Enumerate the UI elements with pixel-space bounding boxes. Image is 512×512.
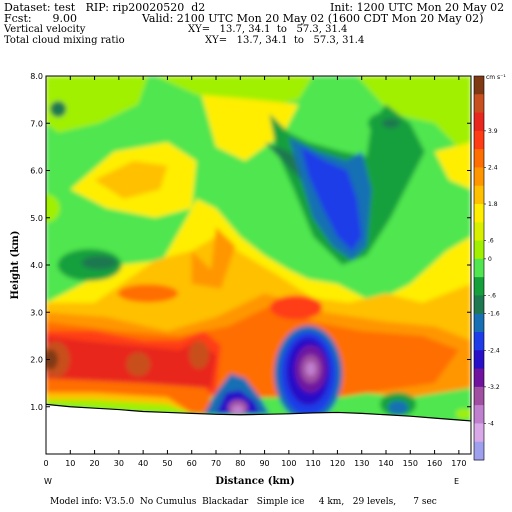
x-tick-label: 0 bbox=[43, 459, 48, 468]
field-cell bbox=[305, 361, 316, 376]
colorbar: 3.9 2.4 1.8 .6 0 -.6 -1.6 -2.4 -3.2 -4 bbox=[473, 75, 500, 461]
y-tick-label: 3.0 bbox=[30, 308, 43, 317]
y-tick-label: 6.0 bbox=[30, 167, 43, 176]
x-tick-label: 120 bbox=[330, 459, 345, 468]
x-tick-label: 110 bbox=[306, 459, 321, 468]
field-band bbox=[155, 76, 314, 110]
x-axis-title: Distance (km) bbox=[215, 476, 294, 487]
field-cell bbox=[50, 101, 67, 118]
field-cell bbox=[81, 255, 118, 270]
colorbar-swatch bbox=[474, 332, 484, 351]
colorbar-swatch bbox=[474, 240, 484, 260]
x-tick-label: 90 bbox=[259, 459, 269, 468]
x-tick-label: 160 bbox=[427, 459, 442, 468]
colorbar-label: -3.2 bbox=[488, 384, 500, 391]
colorbar-swatch bbox=[474, 368, 484, 388]
colorbar-swatch bbox=[474, 204, 484, 223]
colorbar-label: 0 bbox=[488, 256, 492, 263]
colorbar-swatch bbox=[474, 149, 484, 168]
field-band bbox=[434, 142, 471, 190]
y-tick-label: 2.0 bbox=[30, 356, 43, 365]
colorbar-frame bbox=[473, 75, 485, 461]
colorbar-label: 2.4 bbox=[488, 164, 498, 171]
colorbar-swatch bbox=[474, 167, 484, 187]
field-band bbox=[191, 227, 236, 289]
y-tick-label: 5.0 bbox=[30, 214, 43, 223]
terrain-mask bbox=[46, 404, 471, 454]
field-band bbox=[46, 76, 148, 133]
y-tick-label: 4.0 bbox=[30, 261, 43, 270]
y-tick-label: 1.0 bbox=[30, 403, 43, 412]
x-tick-label: 40 bbox=[138, 459, 148, 468]
colorbar-swatch bbox=[474, 441, 484, 461]
field-cell bbox=[46, 349, 58, 370]
valid-time-label: Valid: 2100 UTC Mon 20 May 02 (1600 CDT … bbox=[142, 12, 484, 25]
colorbar-swatch bbox=[474, 295, 484, 315]
x-tick-label: 10 bbox=[65, 459, 75, 468]
colorbar-swatch bbox=[474, 112, 484, 132]
colorbar-swatch bbox=[474, 405, 484, 424]
colorbar-label: -4 bbox=[488, 420, 494, 427]
colorbar-swatch bbox=[474, 222, 484, 242]
model-info: Model info: V3.5.0 No Cumulus Blackadar … bbox=[50, 497, 437, 507]
velocity-field bbox=[46, 76, 471, 454]
variable-2-name: Total cloud mixing ratio bbox=[4, 35, 125, 46]
y-axis-title: Height (km) bbox=[10, 231, 21, 300]
x-tick-label: 80 bbox=[235, 459, 245, 468]
variable-1-name: Vertical velocity bbox=[4, 24, 86, 35]
y-tick-label: 8.0 bbox=[30, 72, 43, 81]
field-band bbox=[301, 146, 362, 251]
field-cell bbox=[126, 352, 151, 377]
x-tick-label: 130 bbox=[354, 459, 369, 468]
x-tick-label: 100 bbox=[281, 459, 296, 468]
x-tick-label: 20 bbox=[89, 459, 99, 468]
x-end-label-right: E bbox=[454, 477, 459, 486]
colorbar-swatch bbox=[474, 313, 484, 333]
colorbar-label: -2.4 bbox=[488, 347, 500, 354]
x-tick-label: 170 bbox=[451, 459, 466, 468]
field-cell bbox=[455, 408, 471, 419]
variable-1-cross-section: XY= 13.7, 34.1 to 57.3, 31.4 bbox=[188, 24, 348, 35]
x-end-label-left: W bbox=[44, 477, 52, 486]
colorbar-label: .6 bbox=[488, 238, 494, 245]
field-cell bbox=[231, 405, 244, 416]
terrain-line bbox=[46, 403, 471, 422]
field-band bbox=[46, 399, 192, 414]
field-cell bbox=[381, 118, 400, 129]
colorbar-swatch bbox=[474, 423, 484, 443]
x-tick-label: 150 bbox=[403, 459, 418, 468]
colorbar-swatch bbox=[474, 185, 484, 205]
colorbar-swatch bbox=[474, 350, 484, 370]
colorbar-label: -1.6 bbox=[488, 311, 500, 318]
colorbar-label: 1.8 bbox=[488, 201, 498, 208]
field-cell bbox=[388, 400, 409, 415]
dataset-label: Dataset: test RIP: rip20020520 d2 bbox=[4, 1, 206, 14]
x-tick-label: 30 bbox=[114, 459, 124, 468]
field-cell bbox=[118, 284, 178, 303]
field-band bbox=[94, 161, 168, 199]
variable-2-cross-section: XY= 13.7, 34.1 to 57.3, 31.4 bbox=[205, 35, 365, 46]
y-tick-label: 7.0 bbox=[30, 119, 43, 128]
x-tick-label: 60 bbox=[187, 459, 197, 468]
colorbar-swatch bbox=[474, 76, 484, 95]
colorbar-swatch bbox=[474, 130, 484, 150]
field-cell bbox=[46, 194, 60, 223]
forecast-label: Fcst: 9.00 bbox=[4, 12, 78, 25]
colorbar-swatch bbox=[474, 94, 484, 114]
colorbar-swatch bbox=[474, 386, 484, 406]
init-time-label: Init: 1200 UTC Mon 20 May 02 bbox=[330, 1, 505, 14]
field-cell bbox=[189, 340, 209, 369]
colorbar-swatch bbox=[474, 258, 484, 278]
field-band bbox=[356, 76, 471, 162]
field-cell bbox=[270, 295, 323, 320]
colorbar-label: -.6 bbox=[488, 292, 496, 299]
colorbar-swatch bbox=[474, 277, 484, 296]
x-tick-label: 50 bbox=[162, 459, 172, 468]
field-band bbox=[201, 94, 299, 162]
x-tick-label: 140 bbox=[378, 459, 393, 468]
colorbar-label: 3.9 bbox=[488, 128, 498, 135]
x-tick-label: 70 bbox=[211, 459, 221, 468]
colorbar-unit: cm s⁻¹ bbox=[486, 74, 506, 81]
